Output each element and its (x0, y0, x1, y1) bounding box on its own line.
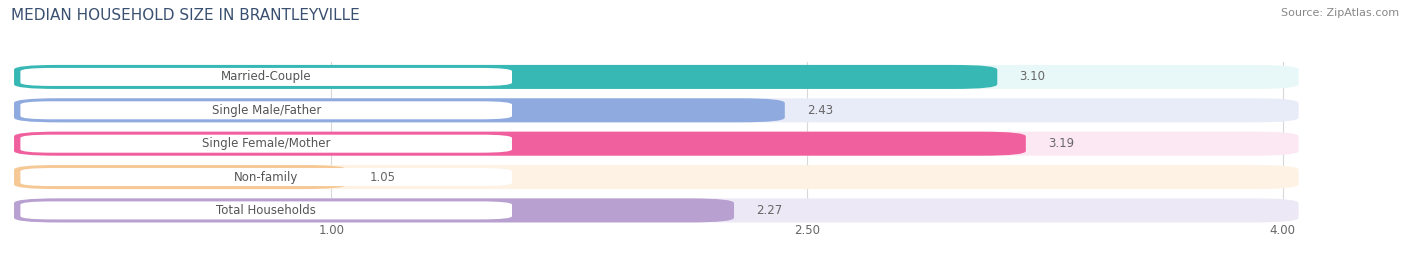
Text: 2.27: 2.27 (756, 204, 783, 217)
FancyBboxPatch shape (14, 165, 1299, 189)
Text: 3.19: 3.19 (1047, 137, 1074, 150)
FancyBboxPatch shape (21, 135, 512, 153)
FancyBboxPatch shape (14, 98, 785, 122)
FancyBboxPatch shape (14, 132, 1299, 156)
FancyBboxPatch shape (14, 65, 1299, 89)
Text: Non-family: Non-family (233, 170, 298, 184)
FancyBboxPatch shape (21, 68, 512, 86)
FancyBboxPatch shape (14, 98, 1299, 122)
FancyBboxPatch shape (14, 65, 997, 89)
FancyBboxPatch shape (14, 198, 1299, 222)
Text: 1.05: 1.05 (370, 170, 395, 184)
FancyBboxPatch shape (14, 165, 347, 189)
Text: 3.10: 3.10 (1019, 70, 1046, 83)
Text: Single Male/Father: Single Male/Father (211, 104, 321, 117)
FancyBboxPatch shape (14, 198, 734, 222)
Text: Total Households: Total Households (217, 204, 316, 217)
Text: Married-Couple: Married-Couple (221, 70, 312, 83)
FancyBboxPatch shape (21, 168, 512, 186)
Text: Source: ZipAtlas.com: Source: ZipAtlas.com (1281, 8, 1399, 18)
FancyBboxPatch shape (21, 101, 512, 119)
Text: Single Female/Mother: Single Female/Mother (202, 137, 330, 150)
FancyBboxPatch shape (14, 132, 1026, 156)
Text: 2.43: 2.43 (807, 104, 834, 117)
Text: MEDIAN HOUSEHOLD SIZE IN BRANTLEYVILLE: MEDIAN HOUSEHOLD SIZE IN BRANTLEYVILLE (11, 8, 360, 23)
FancyBboxPatch shape (21, 202, 512, 219)
